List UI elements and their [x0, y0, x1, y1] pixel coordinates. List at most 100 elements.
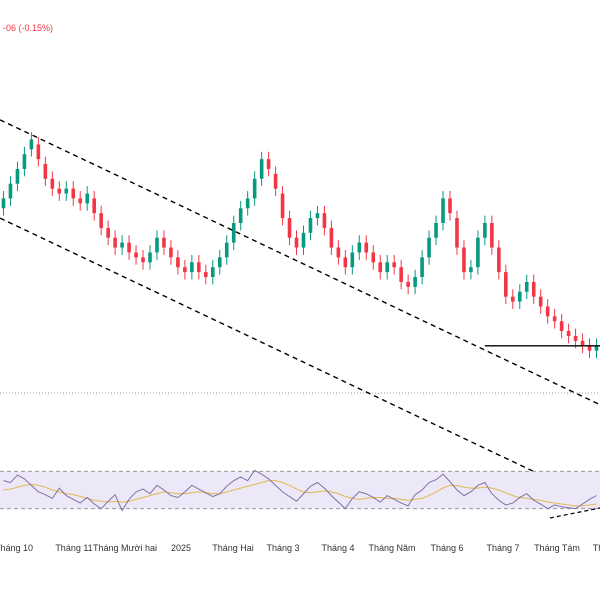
candle-body	[252, 178, 257, 199]
x-tick-label: Th	[593, 543, 600, 553]
candle-body	[259, 159, 264, 179]
candle-body	[392, 262, 396, 268]
candle-body	[490, 222, 494, 248]
candle-body	[169, 247, 173, 258]
candle-body	[476, 237, 480, 268]
candle-body	[343, 257, 348, 268]
candle-body	[587, 345, 592, 351]
candle-body	[8, 183, 13, 199]
candle-body	[162, 237, 166, 248]
candle-body	[120, 242, 124, 248]
candle-body	[50, 178, 55, 189]
candle-body	[78, 198, 83, 204]
candle-body	[413, 277, 417, 287]
candle-body	[371, 252, 376, 263]
candle-body	[280, 193, 285, 219]
candle-body	[538, 296, 543, 307]
candle-body	[559, 321, 564, 332]
candle-body	[483, 222, 487, 238]
candle-body	[580, 340, 585, 346]
candle-body	[57, 188, 62, 194]
candle-body	[441, 198, 445, 223]
candle-body	[238, 208, 243, 223]
candle-body	[273, 173, 278, 189]
rsi-trendline	[549, 507, 600, 519]
rsi-ma-line	[3, 480, 597, 507]
candle-body	[566, 331, 571, 336]
candle-body	[308, 218, 313, 233]
candle-body	[455, 218, 459, 248]
candle-body	[85, 193, 90, 204]
upper-channel-line	[0, 119, 600, 406]
candle-body	[420, 257, 424, 278]
candle-body	[36, 144, 41, 160]
candle-body	[245, 198, 250, 209]
candle-body	[287, 218, 292, 238]
candle-body	[141, 257, 145, 263]
x-tick-label: Tháng 10	[0, 543, 33, 553]
lower-channel-line	[0, 217, 600, 504]
candle-body	[224, 242, 229, 258]
candle-body	[517, 291, 522, 302]
x-tick-label: Tháng Hai	[212, 543, 254, 553]
candle-body	[531, 281, 536, 297]
candle-body	[427, 237, 431, 258]
candle-body	[92, 198, 96, 214]
price-pane	[0, 132, 600, 394]
candle-body	[1, 198, 6, 209]
candle-body	[266, 159, 271, 169]
candle-body	[217, 257, 222, 268]
candle-body	[231, 222, 236, 243]
candle-body	[524, 281, 529, 292]
candle-body	[134, 252, 138, 258]
candle-body	[399, 267, 403, 282]
candle-body	[176, 257, 180, 268]
candle-body	[385, 262, 390, 273]
candle-body	[497, 247, 501, 273]
x-tick-label: Tháng Mười hai	[93, 543, 157, 553]
candle-body	[504, 272, 508, 297]
candle-body	[197, 262, 201, 273]
candle-body	[301, 232, 306, 248]
candle-body	[406, 281, 410, 287]
candle-body	[357, 242, 362, 253]
x-tick-label: 2025	[171, 543, 191, 553]
candle-body	[462, 247, 466, 273]
rsi-line	[3, 469, 597, 512]
rsi-pane	[0, 469, 600, 519]
candle-body	[155, 237, 159, 253]
candle-body	[127, 242, 131, 253]
candle-body	[183, 267, 187, 273]
price-change-text: -06 (-0.15%)	[3, 23, 54, 33]
candle-body	[336, 247, 341, 258]
candle-body	[322, 213, 327, 228]
candle-body	[364, 242, 369, 253]
candle-body	[204, 272, 208, 278]
x-tick-label: Tháng 4	[321, 543, 354, 553]
candle-body	[510, 296, 515, 302]
candle-body	[15, 168, 20, 184]
channel-lines	[0, 119, 600, 504]
x-tick-label: Tháng 11	[55, 543, 92, 553]
x-tick-label: Tháng 3	[266, 543, 299, 553]
candle-body	[448, 198, 452, 214]
candle-body	[315, 213, 320, 219]
candle-body	[329, 227, 334, 248]
x-tick-label: Tháng 7	[486, 543, 519, 553]
candle-body	[552, 316, 557, 322]
candle-body	[545, 306, 550, 317]
candle-body	[294, 237, 299, 248]
candle-body	[71, 188, 76, 199]
candle-body	[469, 267, 473, 273]
candle-body	[43, 164, 48, 179]
candle-body	[22, 154, 27, 169]
candle-body	[594, 345, 599, 351]
x-tick-label: Tháng 6	[430, 543, 463, 553]
candle-body	[113, 237, 117, 248]
candle-body	[350, 252, 355, 268]
candle-body	[190, 262, 194, 273]
candle-body	[64, 188, 69, 194]
